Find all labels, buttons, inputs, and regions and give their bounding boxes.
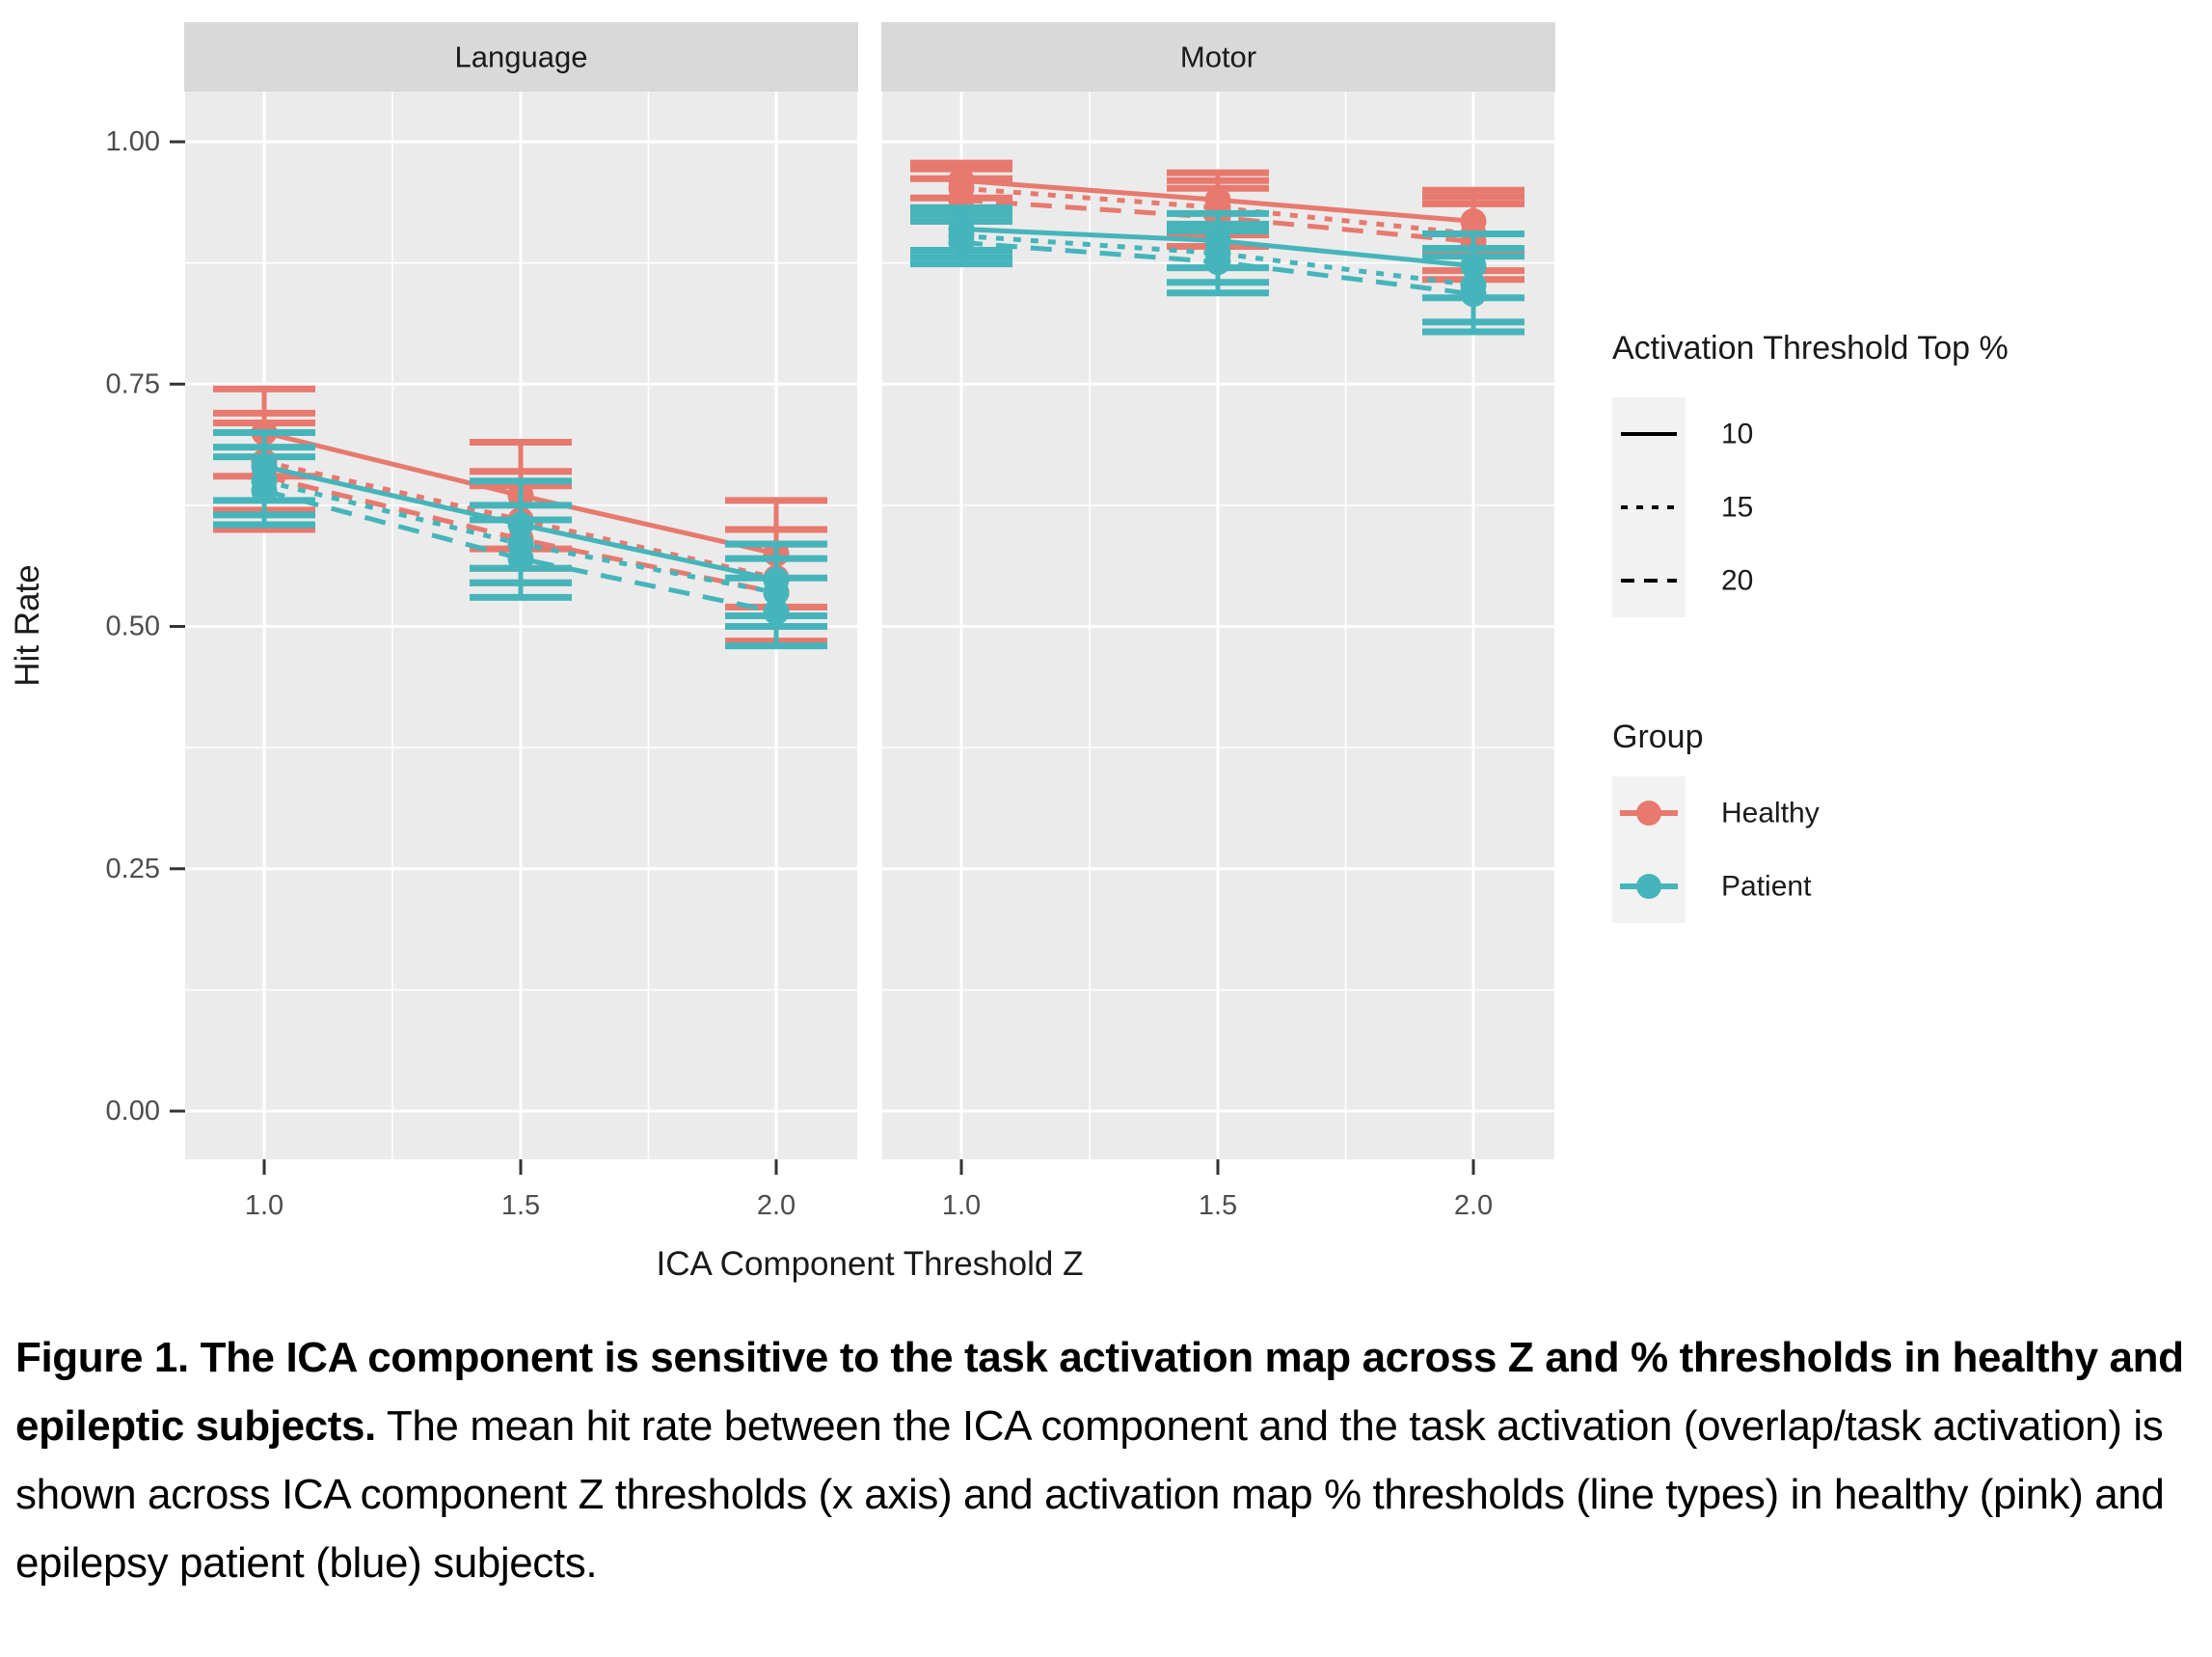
figure-caption: Figure 1. The ICA component is sensitive… [15,1323,2197,1597]
facet-strip [881,22,1555,92]
x-tick-label: 2.0 [757,1190,796,1221]
legend-group-glyph-point [1636,801,1661,826]
group-legend: Group Healthy Patient [1612,719,1820,923]
mean-point [763,598,790,625]
x-tick-label: 1.0 [245,1190,283,1221]
series-patient-20 [213,453,827,650]
series-patient-20 [910,217,1524,336]
facet-panel-motor: Motor 1.0 1.5 2.0 [881,22,1555,1221]
legend-linetype-label: 15 [1721,492,1753,524]
legend-linetype-label: 20 [1721,565,1753,597]
mean-point [251,477,278,504]
x-tick-label: 1.5 [1199,1190,1237,1221]
linetype-legend-title: Activation Threshold Top % [1612,330,2009,367]
legend-group-label: Healthy [1721,798,1820,829]
facet-strip-label: Motor [1180,41,1256,74]
legend-group-label: Patient [1721,871,1812,903]
mean-point [507,545,534,572]
facet-strip [184,22,858,92]
x-axis-title: ICA Component Threshold Z [657,1245,1084,1283]
y-axis-title: Hit Rate [9,564,46,686]
mean-point [948,230,975,257]
x-tick-label: 2.0 [1454,1190,1493,1221]
y-tick-label: 0.50 [106,611,160,642]
linetype-legend: Activation Threshold Top % 10 15 20 [1612,330,2009,617]
mean-point [1204,249,1231,276]
legend-group-glyph-point [1636,874,1661,899]
faceted-line-chart: Language 1.0 1.5 2.0 Motor 1.0 1.5 2.0 0.00 0.25 0… [9,22,2009,1283]
caption-bold-text: Figure 1. The ICA component is sensitive… [15,1334,2184,1450]
facet-panel-language: Language 1.0 1.5 2.0 [184,22,858,1221]
y-tick-label: 0.00 [106,1096,160,1127]
mean-point [1460,281,1487,308]
legend-linetype-label: 10 [1721,419,1753,450]
x-tick-label: 1.0 [942,1190,981,1221]
facet-strip-label: Language [455,41,588,74]
y-tick-label: 0.75 [106,368,160,399]
series-line [263,488,777,614]
group-legend-title: Group [1612,719,1704,755]
y-tick-label: 0.25 [106,854,160,884]
y-tick-label: 1.00 [106,126,160,157]
x-tick-label: 1.5 [501,1190,540,1221]
caption-regular-text: The mean hit rate between the ICA compon… [15,1402,2165,1587]
